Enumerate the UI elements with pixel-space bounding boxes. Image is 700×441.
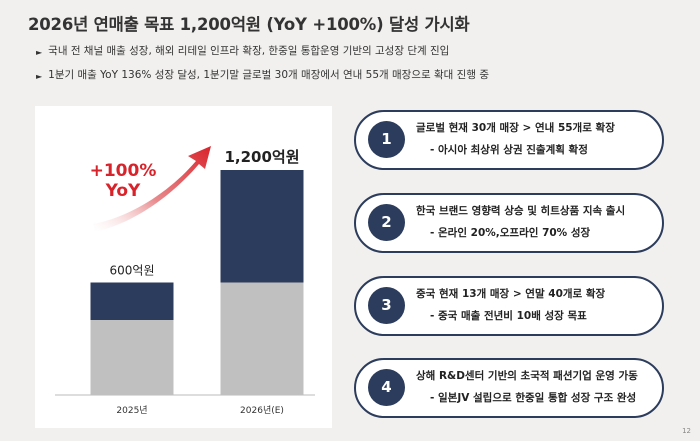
bullet-item: ► 1분기 매출 YoY 136% 성장 달성, 1분기말 글로벌 30개 매장… [36, 68, 489, 92]
number-badge: 4 [368, 369, 405, 406]
bullet-item: ► 국내 전 채널 매출 성장, 해외 리테일 인프라 확장, 한중일 통합운영… [36, 44, 489, 68]
key-point-detail: - 중국 매출 전년비 10배 성장 목표 [430, 310, 587, 322]
key-point-title: 중국 현재 13개 매장 > 연말 40개로 확장 [416, 288, 606, 300]
page-title: 2026년 연매출 목표 1,200억원 (YoY +100%) 달성 가시화 [28, 15, 470, 34]
bullet-list: ► 국내 전 채널 매출 성장, 해외 리테일 인프라 확장, 한중일 통합운영… [36, 44, 489, 92]
total-label-2: 1,200억원 [224, 148, 299, 166]
growth-arrow-icon [93, 146, 211, 232]
number-badge: 1 [368, 121, 405, 158]
bar-segment-2-1 [220, 282, 304, 395]
category-label-2: 2026년(E) [240, 405, 284, 416]
triangle-bullet-icon: ► [36, 48, 43, 57]
page-number: 12 [682, 427, 691, 435]
key-point-4: 4 상해 R&D센터 기반의 초국적 패션기업 운영 가동 - 일본JV 설립으… [354, 358, 664, 418]
bullet-text: 1분기 매출 YoY 136% 성장 달성, 1분기말 글로벌 30개 매장에서… [48, 69, 489, 81]
key-point-title: 글로벌 현재 30개 매장 > 연내 55개로 확장 [416, 122, 615, 134]
revenue-chart: +100% YoY 600억원 2025년 1,200억원 2026년(E) [55, 146, 315, 416]
key-point-title: 한국 브랜드 영향력 상승 및 히트상품 지속 출시 [416, 205, 626, 217]
growth-label-line1: +100% [90, 161, 157, 181]
triangle-bullet-icon: ► [36, 72, 43, 81]
key-point-detail: - 일본JV 설립으로 한중일 통합 성장 구조 완성 [430, 392, 637, 404]
key-point-3: 3 중국 현재 13개 매장 > 연말 40개로 확장 - 중국 매출 전년비 … [354, 276, 664, 336]
key-point-title: 상해 R&D센터 기반의 초국적 패션기업 운영 가동 [416, 370, 638, 382]
key-point-detail: - 아시아 최상위 상권 진출계획 확정 [430, 144, 588, 156]
key-point-detail: - 온라인 20%,오프라인 70% 성장 [430, 227, 591, 239]
category-label-1: 2025년 [116, 405, 147, 416]
bar-segment-2-2 [220, 170, 304, 283]
key-point-1: 1 글로벌 현재 30개 매장 > 연내 55개로 확장 - 아시아 최상위 상… [354, 110, 664, 170]
total-label-1: 600억원 [110, 264, 155, 278]
number-badge: 2 [368, 204, 405, 241]
key-point-2: 2 한국 브랜드 영향력 상승 및 히트상품 지속 출시 - 온라인 20%,오… [354, 193, 664, 253]
chart-card: +100% YoY 600억원 2025년 1,200억원 2026년(E) [35, 106, 332, 428]
bar-segment-1-1 [90, 320, 174, 395]
number-badge: 3 [368, 287, 405, 324]
bullet-text: 국내 전 채널 매출 성장, 해외 리테일 인프라 확장, 한중일 통합운영 기… [48, 45, 450, 57]
growth-label-line2: YoY [105, 181, 141, 201]
bar-segment-1-2 [90, 282, 174, 320]
